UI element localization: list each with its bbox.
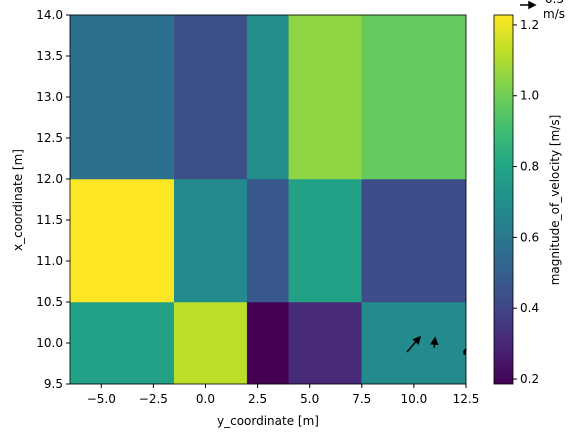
- axes-frame: [69, 14, 467, 385]
- y-tick-label: 11.0: [36, 254, 63, 268]
- quiver-arrow: [406, 335, 422, 353]
- x-axis-label: y_coordinate [m]: [217, 414, 319, 428]
- colorbar-tick-label: 0.4: [520, 301, 539, 315]
- cell: [173, 301, 248, 385]
- x-tick-label: 5.0: [300, 392, 319, 406]
- cell: [173, 14, 248, 180]
- colorbar-tick-label: 0.6: [520, 230, 539, 244]
- colorbar: [493, 14, 514, 385]
- x-tick-label: 12.5: [453, 392, 480, 406]
- y-tick-label: 14.0: [36, 8, 63, 22]
- cell: [361, 178, 467, 303]
- cell: [69, 14, 175, 180]
- colorbar-tick-label: 1.0: [520, 89, 539, 103]
- x-tick-label: 0.0: [196, 392, 215, 406]
- x-tick-label: 10.0: [401, 392, 428, 406]
- y-tick-label: 13.5: [36, 49, 63, 63]
- colorbar-tick-label: 0.8: [520, 160, 539, 174]
- quiver-key-value: 0.5: [545, 0, 564, 6]
- cell: [288, 301, 363, 385]
- y-tick-label: 13.0: [36, 90, 63, 104]
- cell: [246, 14, 290, 180]
- y-tick-label: 9.5: [44, 377, 63, 391]
- quiver-arrow: [430, 336, 439, 348]
- cell: [288, 178, 363, 303]
- x-tick-label: −2.5: [139, 392, 168, 406]
- y-tick-label: 12.0: [36, 172, 63, 186]
- cell: [69, 301, 175, 385]
- quiver-key-arrow: [520, 0, 537, 10]
- colorbar-tick-label: 1.2: [520, 18, 539, 32]
- x-tick-label: −5.0: [87, 392, 116, 406]
- quiver-key-unit: m/s: [543, 7, 565, 21]
- cell: [361, 14, 467, 180]
- colorbar-label: magnitude_of_velocity [m/s]: [548, 115, 562, 286]
- x-tick-label: 7.5: [352, 392, 371, 406]
- x-tick-label: 2.5: [248, 392, 267, 406]
- colorbar-tick-label: 0.2: [520, 372, 539, 386]
- y-axis-label: x_coordinate [m]: [11, 149, 25, 251]
- cell: [246, 178, 290, 303]
- cell: [69, 178, 175, 303]
- y-tick-label: 10.5: [36, 295, 63, 309]
- cell: [288, 14, 363, 180]
- y-tick-label: 11.5: [36, 213, 63, 227]
- y-tick-label: 10.0: [36, 336, 63, 350]
- cell: [173, 178, 248, 303]
- y-tick-label: 12.5: [36, 131, 63, 145]
- cell: [246, 301, 290, 385]
